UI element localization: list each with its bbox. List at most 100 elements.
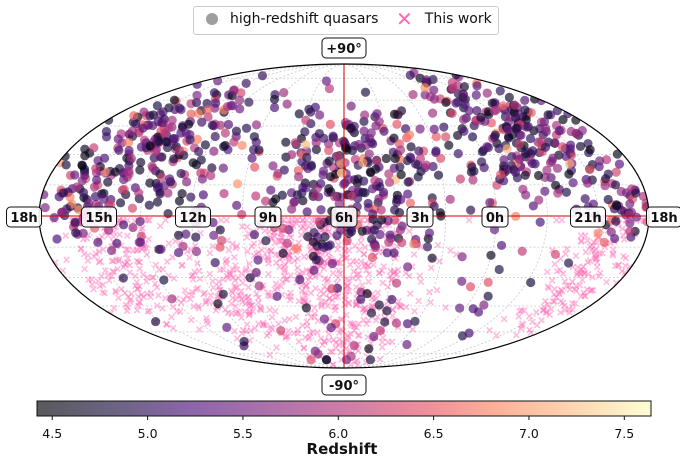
quasar-marker bbox=[472, 81, 481, 90]
quasar-marker bbox=[521, 190, 530, 199]
quasar-marker bbox=[364, 199, 373, 208]
quasar-marker bbox=[91, 164, 100, 173]
quasar-marker bbox=[408, 90, 417, 99]
quasar-marker bbox=[613, 150, 622, 159]
ra-label-4: 6h bbox=[331, 207, 357, 227]
quasar-marker bbox=[167, 294, 176, 303]
quasar-marker bbox=[320, 232, 329, 241]
quasar-marker bbox=[515, 140, 524, 149]
quasar-marker bbox=[145, 201, 154, 210]
ra-label-0: 18h bbox=[7, 207, 42, 227]
quasar-marker bbox=[328, 259, 337, 268]
quasar-marker bbox=[116, 198, 125, 207]
quasar-marker bbox=[346, 124, 355, 133]
quasar-marker bbox=[129, 111, 138, 120]
quasar-marker bbox=[484, 143, 493, 152]
quasar-marker bbox=[254, 145, 263, 154]
quasar-marker bbox=[521, 171, 530, 180]
quasar-marker bbox=[371, 164, 380, 173]
quasar-marker bbox=[360, 110, 369, 119]
quasar-marker bbox=[409, 239, 418, 248]
quasar-marker bbox=[134, 188, 143, 197]
quasar-marker bbox=[406, 142, 415, 151]
quasar-marker bbox=[460, 82, 469, 91]
quasar-marker bbox=[367, 308, 376, 317]
quasar-marker bbox=[455, 304, 464, 313]
colorbar bbox=[37, 401, 651, 416]
quasar-marker bbox=[237, 210, 246, 219]
quasar-marker bbox=[518, 247, 527, 256]
quasar-marker bbox=[430, 125, 439, 134]
quasar-marker bbox=[242, 79, 251, 88]
quasar-marker bbox=[244, 98, 253, 107]
quasar-marker bbox=[477, 157, 486, 166]
quasar-marker bbox=[356, 295, 365, 304]
quasar-marker bbox=[309, 228, 318, 237]
quasar-marker bbox=[160, 129, 169, 138]
quasar-marker bbox=[446, 195, 455, 204]
quasar-marker bbox=[222, 323, 231, 332]
quasar-marker bbox=[441, 132, 450, 141]
quasar-marker bbox=[213, 299, 222, 308]
quasar-marker bbox=[168, 116, 177, 125]
quasar-marker bbox=[484, 292, 493, 301]
quasar-marker bbox=[496, 86, 505, 95]
quasar-marker bbox=[631, 188, 640, 197]
quasar-marker bbox=[431, 146, 440, 155]
ra-label-5-text: 3h bbox=[411, 211, 429, 226]
quasar-marker bbox=[600, 238, 609, 247]
quasar-marker bbox=[309, 237, 318, 246]
quasar-marker bbox=[163, 188, 172, 197]
quasar-marker bbox=[174, 231, 183, 240]
quasar-marker bbox=[581, 194, 590, 203]
quasar-marker bbox=[211, 132, 220, 141]
quasar-marker bbox=[148, 121, 157, 130]
quasar-marker bbox=[119, 273, 128, 282]
colorbar-title: Redshift bbox=[307, 440, 378, 458]
quasar-marker bbox=[211, 258, 220, 267]
quasar-marker bbox=[415, 124, 424, 133]
quasar-marker bbox=[528, 146, 537, 155]
quasar-marker bbox=[625, 210, 634, 219]
quasar-marker bbox=[451, 99, 460, 108]
quasar-marker bbox=[192, 91, 201, 100]
quasar-marker bbox=[310, 191, 319, 200]
quasar-marker bbox=[377, 215, 386, 224]
quasar-marker bbox=[490, 133, 499, 142]
quasar-marker bbox=[540, 187, 549, 196]
ra-label-8: 18h bbox=[647, 207, 680, 227]
quasar-marker bbox=[430, 95, 439, 104]
quasar-marker bbox=[392, 279, 401, 288]
quasar-marker bbox=[175, 104, 184, 113]
quasar-marker bbox=[226, 101, 235, 110]
quasar-marker bbox=[120, 185, 129, 194]
quasar-marker bbox=[448, 78, 457, 87]
quasar-marker bbox=[91, 192, 100, 201]
quasar-marker bbox=[457, 277, 466, 286]
quasar-marker bbox=[103, 178, 112, 187]
quasar-marker bbox=[148, 164, 157, 173]
quasar-marker bbox=[175, 146, 184, 155]
quasar-marker bbox=[385, 178, 394, 187]
quasar-marker bbox=[376, 326, 385, 335]
quasar-marker bbox=[315, 129, 324, 138]
quasar-marker bbox=[186, 109, 195, 118]
quasar-marker bbox=[138, 124, 147, 133]
quasar-marker bbox=[403, 319, 412, 328]
quasar-marker bbox=[502, 144, 511, 153]
quasar-marker bbox=[124, 138, 133, 147]
quasar-marker bbox=[612, 201, 621, 210]
quasar-marker bbox=[483, 89, 492, 98]
quasar-marker bbox=[368, 209, 377, 218]
quasar-marker bbox=[382, 306, 391, 315]
quasar-marker bbox=[70, 218, 79, 227]
quasar-marker bbox=[472, 90, 481, 99]
quasar-marker bbox=[520, 105, 529, 114]
colorbar-tick-label: 6.0 bbox=[328, 426, 348, 441]
quasar-marker bbox=[615, 160, 624, 169]
quasar-marker bbox=[189, 158, 198, 167]
quasar-marker bbox=[396, 145, 405, 154]
quasar-marker bbox=[283, 99, 292, 108]
quasar-marker bbox=[153, 101, 162, 110]
